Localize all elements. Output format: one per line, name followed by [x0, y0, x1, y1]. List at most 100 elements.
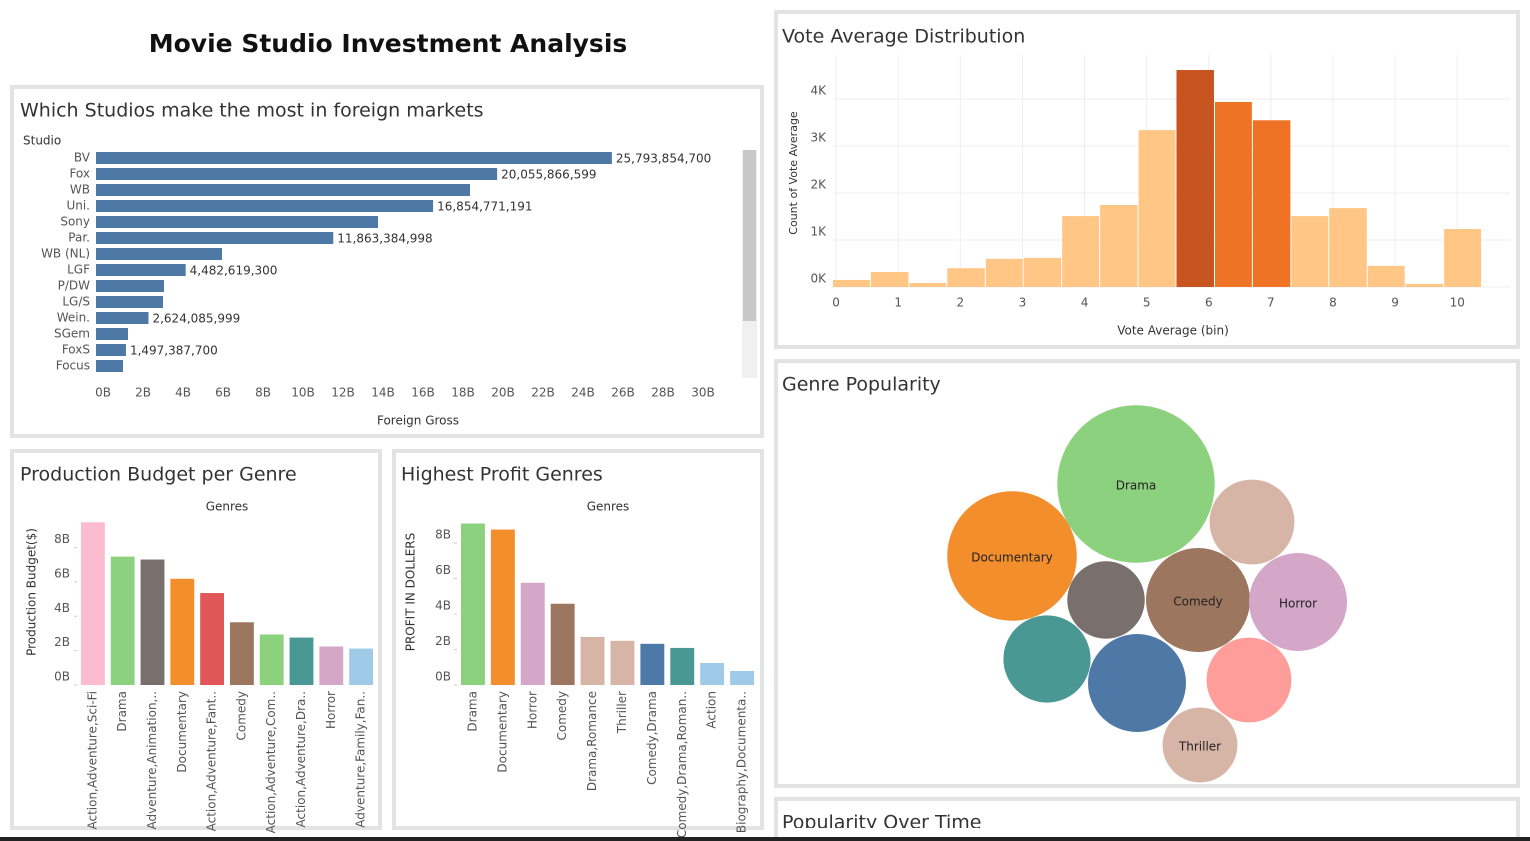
category-label: LGF	[67, 263, 90, 277]
value-label: 20,055,866,599	[501, 168, 596, 182]
x-tick-label: Horror	[324, 691, 338, 729]
bubble-label: Drama	[1116, 479, 1157, 493]
bar	[610, 640, 635, 685]
x-tick-label: Thriller	[615, 691, 629, 734]
x-tick-label: 16B	[411, 386, 435, 400]
x-tick-label: 20B	[491, 386, 515, 400]
x-tick-label: 0	[832, 296, 840, 310]
dashboard-title: Movie Studio Investment Analysis	[149, 29, 628, 58]
x-tick-label: 28B	[651, 386, 675, 400]
bar	[96, 344, 126, 356]
x-tick-label: Documentary	[495, 691, 509, 773]
y-tick-label: 3K	[810, 131, 827, 145]
x-tick-label: Drama,Romance	[585, 691, 599, 791]
x-tick-label: 2	[957, 296, 965, 310]
value-label: 2,624,085,999	[152, 312, 240, 326]
bar	[730, 670, 755, 685]
histogram-bar	[1252, 120, 1291, 287]
bar	[259, 634, 284, 685]
category-label: LG/S	[62, 295, 90, 309]
bar	[580, 636, 605, 685]
panel-title: Genre Popularity	[782, 374, 941, 396]
x-tick-label: Biography,Documenta..	[735, 691, 749, 833]
x-tick-label: 2B	[135, 386, 151, 400]
x-tick-label: 8	[1329, 296, 1337, 310]
y-tick-label: 6B	[54, 566, 70, 580]
value-label: 1,497,387,700	[130, 344, 218, 358]
x-tick-label: Drama	[465, 691, 479, 732]
panel-title: Vote Average Distribution	[782, 26, 1025, 48]
x-tick-label: Action,Adventure,Com..	[264, 691, 278, 833]
bar	[460, 523, 485, 685]
bar	[319, 646, 344, 685]
category-label: Wein.	[57, 311, 90, 325]
x-tick-label: Horror	[525, 691, 539, 729]
value-label: 11,863,384,998	[337, 232, 432, 246]
x-tick-label: Drama	[115, 691, 129, 732]
bubble	[1057, 405, 1215, 563]
category-label: P/DW	[58, 279, 91, 293]
category-label: BV	[74, 151, 91, 165]
panel	[392, 449, 764, 830]
x-axis-title: Vote Average (bin)	[1117, 324, 1229, 338]
x-tick-label: 14B	[371, 386, 395, 400]
panel-title: Production Budget per Genre	[20, 464, 297, 486]
y-tick-label: 1K	[810, 225, 827, 239]
histogram-bar	[909, 283, 947, 287]
bar	[170, 578, 195, 685]
x-tick-label: Adventure,Family,Fan..	[354, 691, 368, 828]
bar	[96, 328, 128, 340]
x-tick-label: 22B	[531, 386, 555, 400]
x-tick-label: Comedy,Drama,Roman..	[675, 691, 689, 838]
histogram-bar	[833, 279, 870, 287]
x-tick-label: 8B	[255, 386, 271, 400]
y-tick-label: 0B	[435, 670, 451, 684]
y-tick-label: 2K	[810, 178, 827, 192]
bubble	[1206, 637, 1292, 723]
bubble	[1209, 479, 1295, 565]
column-header: Genres	[206, 500, 249, 514]
x-tick-label: 6B	[215, 386, 231, 400]
bar	[96, 248, 222, 260]
bubble	[1249, 553, 1347, 651]
x-tick-label: 18B	[451, 386, 475, 400]
histogram-bar	[1023, 257, 1062, 287]
bar	[96, 216, 378, 228]
bar	[80, 522, 105, 685]
category-label: FoxS	[62, 343, 90, 357]
histogram-bar	[1405, 283, 1444, 287]
value-label: 25,793,854,700	[616, 152, 711, 166]
histogram-bar	[1291, 216, 1329, 287]
histogram-bar	[1367, 265, 1405, 287]
category-label: WB (NL)	[41, 247, 90, 261]
x-tick-label: Documentary	[175, 691, 189, 773]
bar	[96, 296, 163, 308]
bar	[490, 529, 515, 685]
bubble-label: Comedy	[1173, 595, 1223, 609]
x-tick-label: 6	[1205, 296, 1213, 310]
x-tick-label: 26B	[611, 386, 635, 400]
y-tick-label: 0K	[810, 272, 827, 286]
bar	[96, 232, 334, 244]
bar	[96, 184, 470, 196]
x-tick-label: 4	[1081, 296, 1089, 310]
histogram-bar	[1062, 216, 1100, 287]
category-header: Studio	[23, 134, 61, 148]
category-label: Par.	[68, 231, 90, 245]
bar	[640, 643, 665, 685]
y-tick-label: 4K	[810, 84, 827, 98]
x-tick-label: 4B	[175, 386, 191, 400]
y-tick-label: 0B	[54, 670, 70, 684]
histogram-bar	[870, 271, 909, 287]
histogram-bar	[1176, 70, 1214, 287]
bubble-label: Thriller	[1178, 740, 1221, 754]
value-label: 16,854,771,191	[437, 200, 532, 214]
bar	[110, 556, 135, 685]
scrollbar-thumb[interactable]	[743, 150, 756, 321]
x-tick-label: Action,Adventure,Fant..	[205, 691, 219, 831]
category-label: Sony	[60, 215, 90, 229]
bar	[96, 168, 498, 180]
bar	[96, 200, 434, 212]
panel-title: Which Studios make the most in foreign m…	[20, 100, 484, 122]
